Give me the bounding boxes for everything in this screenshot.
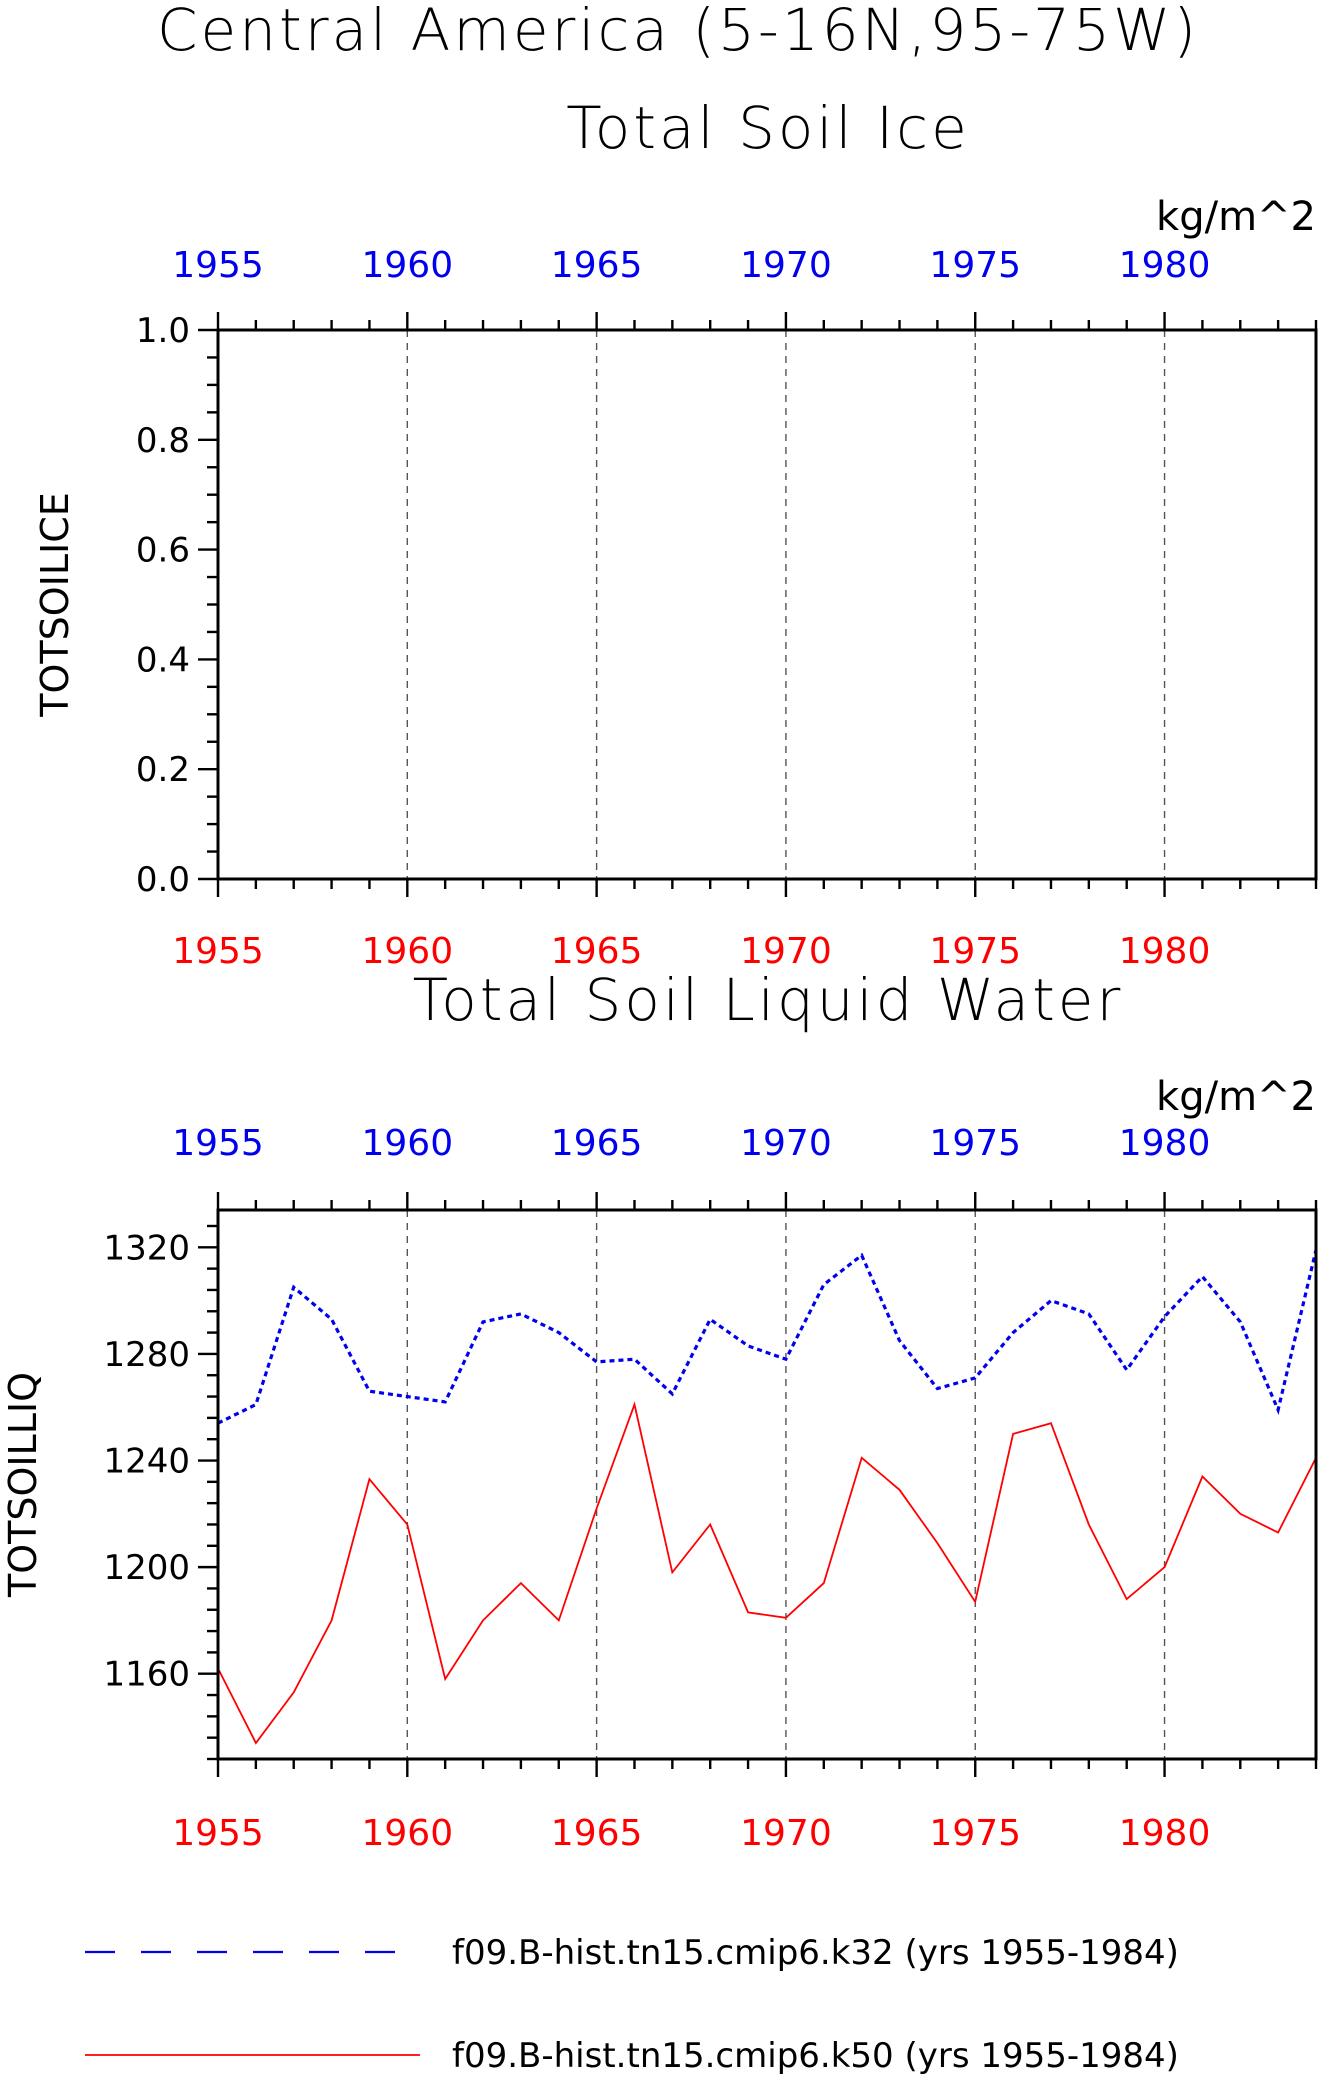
y-tick-label: 1240 (103, 1442, 190, 1482)
series-line-f09.B-hist.tn15.cmip6.k50 (217, 1401, 1317, 1745)
x-tick-label-top: 1975 (929, 245, 1021, 286)
x-tick-label-top: 1970 (740, 1123, 832, 1164)
y-tick-label: 1280 (103, 1335, 190, 1375)
y-tick-label: 1320 (103, 1228, 190, 1268)
panel-title: Total Soil Ice (566, 94, 970, 162)
x-tick-label-bottom: 1965 (551, 931, 643, 972)
x-tick-label-top: 1980 (1119, 1123, 1211, 1164)
panel-2: Total Soil Liquid Water kg/m^2 TOTSOILLIQ 1… (1, 966, 1318, 1854)
x-tick-label-top: 1975 (929, 1123, 1021, 1164)
panel-1: Total Soil Ice kg/m^2 TOTSOILICE 1955 1955 19… (33, 94, 1318, 972)
x-tick-label-top: 1970 (740, 245, 832, 286)
y-tick-label: 0.6 (136, 531, 190, 571)
y-axis-label: TOTSOILICE (33, 492, 77, 718)
legend-label-1: f09.B-hist.tn15.cmip6.k32 (yrs 1955-1984… (452, 1933, 1179, 1973)
x-tick-label-bottom: 1975 (929, 931, 1021, 972)
panel-title: Total Soil Liquid Water (413, 966, 1124, 1034)
x-tick-label-top: 1955 (172, 1123, 264, 1164)
x-tick-label-bottom: 1980 (1119, 931, 1211, 972)
x-tick-label-top: 1960 (361, 245, 453, 286)
plot-frame (216, 1208, 1318, 1761)
x-tick-label-bottom: 1965 (551, 1813, 643, 1854)
x-tick-label-bottom: 1955 (172, 1813, 264, 1854)
x-tick-label-top: 1960 (361, 1123, 453, 1164)
figure-title: Central America (5-16N,95-75W) (157, 0, 1199, 64)
y-tick-label: 1160 (103, 1655, 190, 1695)
y-tick-label: 1200 (103, 1548, 190, 1588)
x-tick-label-bottom: 1970 (740, 931, 832, 972)
y-tick-label: 1.0 (136, 311, 190, 351)
x-tick-label-top: 1980 (1119, 245, 1211, 286)
plot-frame (216, 328, 1318, 881)
y-tick-label: 0.0 (136, 860, 190, 900)
legend: f09.B-hist.tn15.cmip6.k32 (yrs 1955-1984… (85, 1933, 1179, 2074)
x-tick-label-bottom: 1960 (361, 931, 453, 972)
units-label: kg/m^2 (1156, 194, 1316, 240)
x-tick-label-top: 1955 (172, 245, 264, 286)
x-tick-label-bottom: 1975 (929, 1813, 1021, 1854)
x-tick-label-top: 1965 (551, 245, 643, 286)
x-tick-label-top: 1965 (551, 1123, 643, 1164)
chart-panels: Total Soil Ice kg/m^2 TOTSOILICE 1955 1955 19… (1, 94, 1318, 1854)
x-tick-label-bottom: 1980 (1119, 1813, 1211, 1854)
x-tick-label-bottom: 1970 (740, 1813, 832, 1854)
legend-label-2: f09.B-hist.tn15.cmip6.k50 (yrs 1955-1984… (452, 2036, 1179, 2074)
series-line-f09.B-hist.tn15.cmip6.k32 (217, 1249, 1318, 1425)
x-tick-label-bottom: 1960 (361, 1813, 453, 1854)
y-tick-label: 0.4 (136, 640, 190, 680)
units-label: kg/m^2 (1156, 1074, 1316, 1120)
y-tick-label: 0.8 (136, 421, 190, 461)
y-axis-label: TOTSOILLIQ (1, 1372, 45, 1598)
x-tick-label-bottom: 1955 (172, 931, 264, 972)
y-tick-label: 0.2 (136, 750, 190, 790)
